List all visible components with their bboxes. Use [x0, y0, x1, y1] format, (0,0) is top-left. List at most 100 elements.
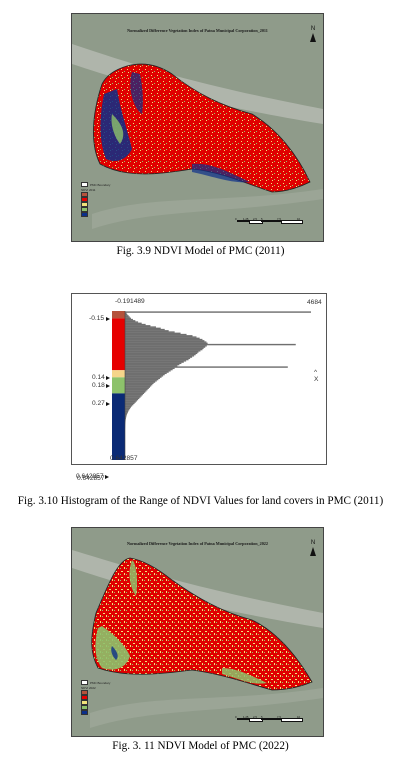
histogram-bar: [125, 361, 184, 363]
histogram-bar: [125, 335, 193, 337]
map-title: Normalized Difference Vegetation Index o…: [127, 28, 268, 33]
histogram-bar: [125, 323, 146, 326]
histogram-bar: [125, 336, 197, 338]
histogram-bar: [125, 376, 162, 378]
legend-class-2: [81, 695, 110, 700]
legend-class-4: [81, 207, 110, 212]
histogram-bar: [125, 413, 127, 416]
histogram-bar: [125, 333, 187, 336]
histogram-bar: [125, 317, 131, 320]
scale-label: 2.5: [253, 217, 257, 221]
break-label: 0.14: [92, 374, 105, 381]
histogram-bar: [125, 356, 193, 358]
histogram-bar: [125, 378, 159, 381]
histogram-bar: [125, 316, 130, 318]
histogram-bar: [125, 312, 127, 315]
histogram-bar: [125, 328, 165, 331]
histogram-bar: [125, 348, 203, 351]
histogram-bar: [125, 396, 141, 398]
histogram-bar: [125, 326, 156, 328]
histogram-bar: [125, 382, 154, 385]
figure-caption: Fig. 3.9 NDVI Model of PMC (2011): [116, 245, 285, 257]
legend-class-1: [81, 690, 110, 695]
histogram-bar: [125, 358, 189, 361]
scale-label: 0: [235, 217, 237, 221]
scale-label: 10: [297, 217, 301, 221]
map-image-2011: [72, 14, 323, 241]
break-label: 0.18: [92, 382, 105, 389]
legend-class-2: [81, 197, 110, 202]
histogram-bar: [125, 357, 191, 360]
histogram-bar: [125, 341, 207, 343]
histogram-count-label: 4684: [307, 299, 322, 306]
histogram-bar: [125, 351, 199, 353]
histogram-bar: [125, 311, 311, 313]
map-legend: PMC Boundary NDVI 2011: [81, 182, 110, 217]
histogram-bar: [125, 391, 146, 393]
break-marker-icon: [106, 384, 110, 388]
ndvi-map-2022: Normalized Difference Vegetation Index o…: [71, 527, 324, 737]
histogram-bar: [125, 381, 156, 383]
ndvi-histogram: -0.191489 4684 0.642857 ^ X -0.15 0.14 0…: [71, 293, 327, 482]
histogram-bar: [125, 373, 165, 376]
map-legend: PMC Boundary NDVI 2022: [81, 680, 110, 715]
histogram-bar: [125, 347, 204, 350]
histogram-bar: [125, 321, 139, 323]
histogram-bar: [125, 402, 135, 405]
histogram-bar: [125, 401, 136, 403]
axis-x-label: X: [314, 376, 319, 383]
histogram-bar: [125, 332, 181, 335]
north-arrow-icon: N: [308, 540, 318, 556]
histogram-bar: [125, 398, 139, 401]
scale-label: 2.5: [253, 715, 257, 719]
histogram-bar: [125, 363, 180, 366]
scale-label: 1.25: [243, 217, 249, 221]
histogram-bar: [125, 313, 128, 316]
histogram-bar: [125, 320, 136, 322]
histogram-top-value: -0.191489: [115, 298, 145, 305]
legend-boundary: PMC Boundary: [81, 680, 110, 685]
histogram-bar: [125, 343, 296, 346]
north-label: N: [310, 26, 316, 32]
histogram-bar: [125, 388, 148, 391]
histogram-bar: [125, 383, 153, 386]
histogram-bar: [125, 418, 126, 421]
histogram-bar: [125, 415, 127, 417]
histogram-bar: [125, 350, 201, 352]
class-range-3: [112, 370, 125, 378]
histogram-bar: [125, 411, 128, 413]
legend-subtitle: NDVI 2011: [81, 187, 96, 192]
map-image-2022: [72, 528, 323, 736]
histogram-bar: [125, 377, 160, 380]
histogram-bar: [125, 340, 205, 342]
break-label: -0.15: [89, 315, 105, 322]
break-marker-icon: [106, 402, 110, 406]
histogram-bar: [125, 315, 129, 317]
histogram-bar: [125, 416, 127, 418]
scale-label: 0: [235, 715, 237, 719]
histogram-bar: [125, 386, 151, 388]
legend-title: PMC Boundary: [90, 182, 111, 187]
legend-class-3: [81, 700, 110, 705]
histogram-bar: [125, 365, 178, 367]
histogram-bar: [125, 352, 198, 355]
break-label: 0.27: [92, 400, 105, 407]
histogram-bar: [125, 385, 152, 387]
histogram-bar: [125, 366, 288, 368]
histogram-bar: [125, 412, 128, 415]
scale-label: 10: [297, 715, 301, 719]
figure-caption: Fig. 3. 11 NDVI Model of PMC (2022): [112, 740, 289, 752]
histogram-bar: [125, 368, 173, 371]
histogram-bar: [125, 408, 130, 411]
north-arrow-icon: N: [308, 26, 318, 42]
histogram-bar: [125, 395, 142, 397]
histogram-bar: [125, 380, 157, 382]
histogram-bar: [125, 345, 207, 347]
axis-x-mark: ^: [314, 369, 318, 376]
scale-bar: 0 1.25 2.5 5 7.5 10: [235, 217, 305, 225]
histogram-bar: [125, 372, 167, 375]
histogram-bar: [125, 407, 131, 410]
scale-label: 5: [261, 217, 263, 221]
legend-class-5: [81, 212, 110, 217]
histogram-bar: [125, 406, 131, 408]
